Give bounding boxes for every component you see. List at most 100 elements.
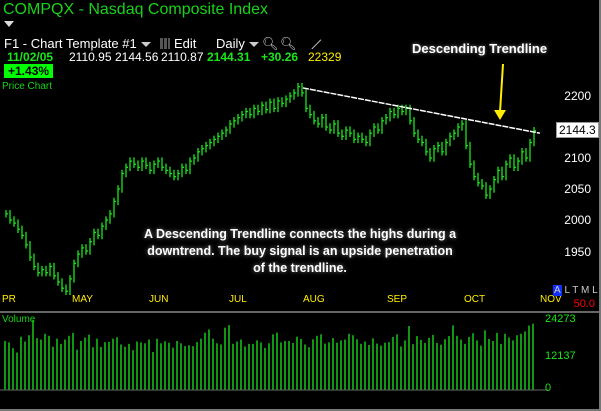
price-tick: 2050 [564,182,591,196]
price-bar [337,120,340,137]
price-bar [209,138,212,150]
price-bar [365,135,368,147]
price-bar [297,82,300,97]
price-bar [529,138,532,162]
price-bar [281,97,284,108]
price-bar [461,120,464,131]
price-bar [301,82,304,97]
price-bar [205,141,208,153]
volume-tick: 12137 [545,350,576,362]
price-bar [173,169,176,181]
price-bar [305,89,308,113]
price-bar [405,104,408,116]
price-bar [21,225,24,240]
price-bar [25,231,28,249]
percent-change-badge: +1.43% [4,64,54,78]
arrow-head-icon [494,110,506,120]
price-bar [465,120,468,150]
menu-dropdown-icon[interactable] [4,21,14,27]
price-bar [89,237,92,255]
price-bar [285,95,288,108]
price-bar [265,101,268,114]
volume-tick: 0 [545,382,552,394]
price-bar [501,166,504,181]
price-bar [133,157,136,168]
price-bar [493,175,496,193]
mode-l2-toggle[interactable]: L [592,285,598,296]
price-bar [433,144,436,162]
bar-chart-icon [160,38,170,49]
mode-a-toggle[interactable]: A [553,285,562,296]
price-bar [5,210,8,218]
price-bar [513,154,516,172]
price-bar [165,163,168,175]
period-select[interactable]: Daily [216,36,259,51]
price-tick: 2000 [564,213,591,227]
zoom-out-icon[interactable]: 🔍︎ [280,36,297,51]
price-bar [521,148,524,165]
price-bar [517,157,520,172]
price-bar [233,117,236,128]
price-bar [169,166,172,178]
volume-tick: 24273 [545,313,576,325]
price-bar [93,228,96,246]
month-label: MAY [72,294,93,305]
price-bar [333,120,336,134]
chevron-down-icon [248,42,259,48]
price-bar [69,275,72,296]
price-bar [105,216,108,230]
price-bar [249,107,252,119]
mode-m-toggle[interactable]: M [580,285,590,296]
month-label: JUL [229,294,247,305]
month-label: SEP [387,294,408,305]
price-bar [393,107,396,119]
month-label: OCT [464,294,486,305]
edit-button[interactable]: Edit [160,36,196,51]
price-bar [125,163,128,178]
quote-low: 2110.87 [161,50,204,64]
price-bar [449,132,452,147]
price-bar [181,163,184,178]
mode-toggles: A L T M L [553,285,598,296]
price-bar [453,129,456,141]
price-bar [497,166,500,184]
price-bar [41,265,44,277]
price-bar [413,117,416,137]
template-select[interactable]: F1 - Chart Template #1 [4,36,151,51]
month-label: AUG [303,294,325,305]
price-bar [345,126,348,141]
price-bar [289,92,292,103]
price-bar [349,126,352,137]
price-bar [481,179,484,190]
price-bar [505,160,508,181]
volume-bars [4,320,534,390]
price-bar [525,148,528,162]
price-bar [225,126,228,137]
price-bar [121,169,124,193]
price-bar [325,113,328,131]
price-bar [129,157,132,172]
price-bar [269,98,272,114]
quote-open: 2110.95 [69,50,112,64]
price-bar [113,197,116,218]
price-bar [373,123,376,137]
price-bar [77,250,80,268]
price-bar [321,113,324,128]
price-bar [241,110,244,122]
price-bar [381,117,384,134]
price-bar [65,284,68,296]
mode-l-toggle[interactable]: L [564,285,570,296]
price-bar [61,278,64,292]
price-bar [377,123,380,134]
price-bar [85,244,88,255]
price-bar [469,141,472,168]
month-label: JUN [149,294,169,305]
window-title: COMPQX - Nasdaq Composite Index [3,1,268,18]
quote-volume: 22329 [308,50,342,64]
zoom-in-icon[interactable]: 🔍︎ [262,36,279,51]
price-bar [485,182,488,199]
annotation-note: A Descending Trendline connects the high… [143,227,457,275]
mode-t-toggle[interactable]: T [572,285,579,296]
